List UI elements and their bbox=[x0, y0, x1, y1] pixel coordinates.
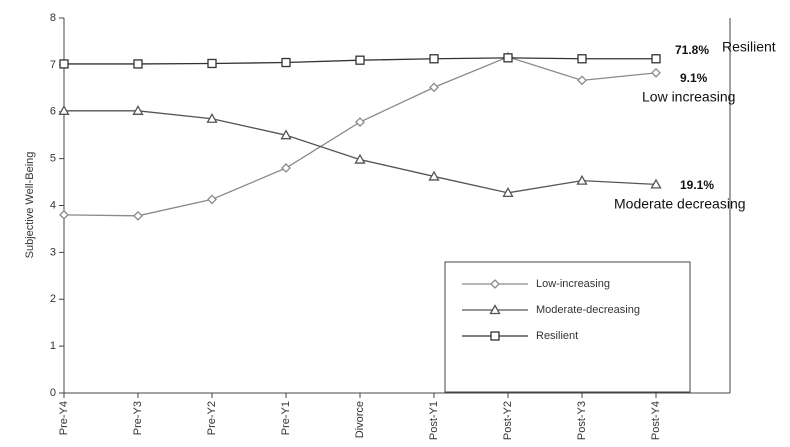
marker bbox=[355, 55, 365, 65]
marker bbox=[429, 54, 439, 64]
marker bbox=[490, 279, 500, 289]
marker bbox=[502, 187, 514, 197]
legend-box bbox=[444, 261, 691, 393]
marker bbox=[206, 112, 218, 123]
legend-label: Moderate-decreasing bbox=[536, 304, 640, 316]
marker bbox=[355, 117, 365, 127]
y-tick-label: 5 bbox=[50, 153, 56, 165]
marker bbox=[490, 331, 500, 341]
y-tick-label: 7 bbox=[50, 59, 56, 71]
marker bbox=[577, 54, 587, 64]
marker bbox=[280, 129, 292, 140]
y-tick-label: 4 bbox=[50, 199, 56, 211]
marker bbox=[503, 53, 513, 63]
marker bbox=[59, 59, 69, 69]
x-tick-label: Pre-Y4 bbox=[58, 401, 70, 435]
x-tick-label: Pre-Y1 bbox=[280, 401, 292, 435]
y-tick-label: 8 bbox=[50, 12, 56, 24]
y-tick-label: 6 bbox=[50, 106, 56, 118]
y-tick-label: 0 bbox=[50, 387, 56, 399]
x-tick-label: Post-Y1 bbox=[428, 401, 440, 440]
y-tick-label: 2 bbox=[50, 293, 56, 305]
annotation: Low increasing bbox=[642, 89, 735, 105]
marker bbox=[133, 210, 143, 221]
marker bbox=[428, 170, 440, 181]
marker bbox=[489, 304, 501, 315]
marker bbox=[281, 163, 291, 173]
marker bbox=[59, 209, 69, 220]
x-tick-label: Pre-Y2 bbox=[206, 401, 218, 435]
marker bbox=[281, 57, 291, 68]
marker bbox=[354, 153, 366, 164]
annotation: Resilient bbox=[722, 39, 776, 55]
annotation: 9.1% bbox=[680, 71, 708, 85]
annotation: 19.1% bbox=[680, 178, 714, 192]
x-tick-label: Pre-Y3 bbox=[132, 401, 144, 435]
y-tick-label: 1 bbox=[50, 340, 56, 352]
marker bbox=[576, 174, 588, 185]
annotation: 71.8% bbox=[675, 43, 709, 57]
y-axis-label: Subjective Well-Being bbox=[24, 152, 36, 259]
series-line bbox=[63, 56, 657, 217]
marker bbox=[429, 82, 439, 93]
x-tick-label: Divorce bbox=[354, 401, 366, 438]
marker bbox=[58, 104, 70, 115]
y-tick-label: 3 bbox=[50, 246, 56, 258]
x-tick-label: Post-Y4 bbox=[650, 401, 662, 440]
x-tick-label: Post-Y2 bbox=[502, 401, 514, 440]
marker bbox=[651, 67, 661, 78]
x-tick-label: Post-Y3 bbox=[576, 401, 588, 440]
marker bbox=[207, 58, 217, 69]
legend-label: Low-increasing bbox=[536, 278, 610, 290]
legend-label: Resilient bbox=[536, 330, 578, 342]
annotation: Moderate decreasing bbox=[614, 196, 746, 212]
marker bbox=[650, 178, 662, 189]
marker bbox=[133, 59, 143, 69]
marker bbox=[577, 75, 587, 86]
marker bbox=[132, 104, 144, 115]
marker bbox=[651, 54, 661, 64]
marker bbox=[207, 194, 217, 205]
